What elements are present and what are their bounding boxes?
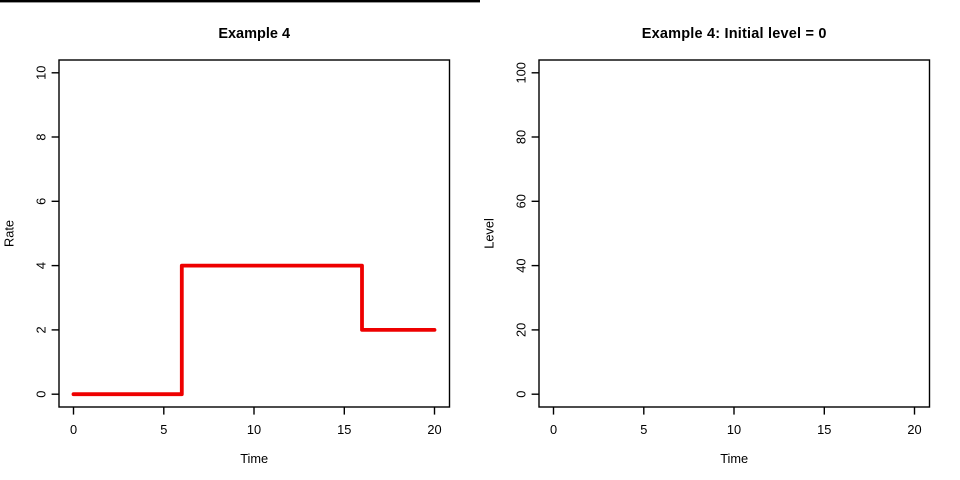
- svg-text:0: 0: [514, 391, 529, 398]
- svg-text:20: 20: [427, 422, 441, 437]
- svg-text:10: 10: [34, 66, 49, 80]
- svg-text:10: 10: [727, 422, 741, 437]
- svg-text:5: 5: [640, 422, 647, 437]
- svg-text:6: 6: [34, 198, 49, 205]
- svg-text:20: 20: [907, 422, 921, 437]
- svg-text:0: 0: [550, 422, 557, 437]
- svg-text:Time: Time: [240, 451, 268, 466]
- svg-text:20: 20: [514, 323, 529, 337]
- svg-text:100: 100: [514, 62, 529, 83]
- svg-text:0: 0: [70, 422, 77, 437]
- svg-text:60: 60: [514, 194, 529, 208]
- svg-text:15: 15: [817, 422, 831, 437]
- svg-text:15: 15: [337, 422, 351, 437]
- svg-text:4: 4: [34, 262, 49, 269]
- svg-text:Rate: Rate: [2, 220, 17, 247]
- svg-text:Example 4: Initial level = 0: Example 4: Initial level = 0: [642, 26, 827, 42]
- svg-text:Time: Time: [720, 451, 748, 466]
- svg-text:2: 2: [34, 326, 49, 333]
- svg-text:8: 8: [34, 133, 49, 140]
- svg-text:0: 0: [34, 391, 49, 398]
- svg-text:Example 4: Example 4: [218, 26, 290, 42]
- svg-text:10: 10: [247, 422, 261, 437]
- svg-text:80: 80: [514, 130, 529, 144]
- svg-text:5: 5: [160, 422, 167, 437]
- svg-text:40: 40: [514, 258, 529, 272]
- svg-text:Level: Level: [482, 218, 497, 249]
